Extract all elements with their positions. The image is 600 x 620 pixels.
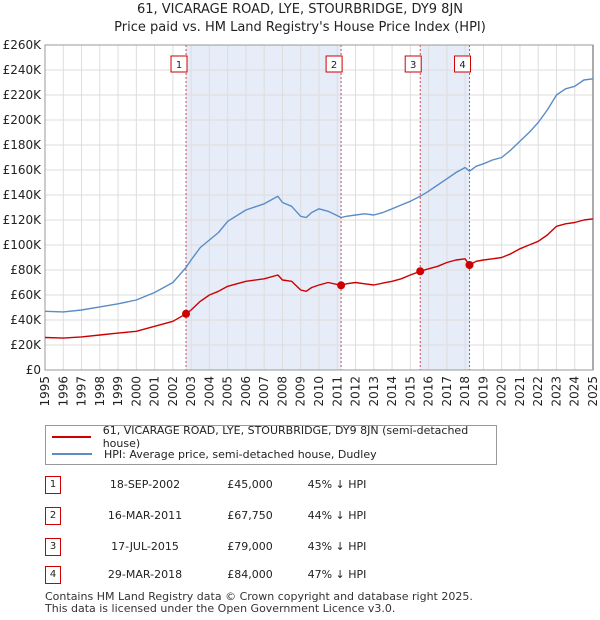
marker-label: 2 <box>331 60 337 71</box>
sale-point <box>182 309 191 318</box>
footer-license: This data is licensed under the Open Gov… <box>45 602 396 615</box>
x-tick-label: 2009 <box>294 376 308 407</box>
transaction-hpi: 44% ↓ HPI <box>307 509 367 522</box>
x-tick-label: 2013 <box>367 376 381 407</box>
transaction-date: 16-MAR-2011 <box>107 509 183 522</box>
x-tick-label: 2007 <box>257 376 271 407</box>
y-tick-label: £180K <box>3 138 43 152</box>
transaction-date: 17-JUL-2015 <box>111 540 179 553</box>
x-tick-label: 2012 <box>349 376 363 407</box>
x-tick-label: 2020 <box>495 376 509 407</box>
transaction-number: 2 <box>45 507 61 525</box>
transaction-date: 29-MAR-2018 <box>107 568 183 581</box>
x-tick-label: 2023 <box>549 376 563 407</box>
marker-label-box <box>454 55 472 73</box>
x-tick-label: 2004 <box>202 376 216 407</box>
legend-swatch-property <box>52 436 91 438</box>
y-tick-label: £60K <box>10 288 42 302</box>
sale-point <box>465 261 474 269</box>
sale-point <box>337 281 346 290</box>
x-tick-label: 2005 <box>221 376 235 407</box>
transaction-price: £45,000 <box>227 478 273 491</box>
y-tick-label: £100K <box>3 238 43 252</box>
footer-copyright: Contains HM Land Registry data © Crown c… <box>45 590 473 603</box>
y-tick-label: £40K <box>10 313 42 327</box>
legend-label-hpi: HPI: Average price, semi-detached house,… <box>104 447 377 461</box>
x-tick-label: 2019 <box>476 376 490 407</box>
transaction-date: 18-SEP-2002 <box>109 478 181 491</box>
legend-swatch-hpi <box>52 453 92 455</box>
legend-item-hpi: HPI: Average price, semi-detached house,… <box>52 446 377 462</box>
x-tick-label: 1995 <box>38 376 52 407</box>
x-tick-label: 2018 <box>458 376 472 407</box>
transaction-number: 3 <box>45 538 61 556</box>
x-tick-label: 2008 <box>275 376 289 407</box>
chart-title: 61, VICARAGE ROAD, LYE, STOURBRIDGE, DY9… <box>136 2 464 17</box>
x-tick-label: 1998 <box>93 376 107 407</box>
y-tick-label: £240K <box>3 63 43 77</box>
y-tick-label: £20K <box>10 338 42 352</box>
marker-label: 1 <box>176 60 182 71</box>
x-tick-label: 2016 <box>422 376 436 407</box>
y-tick-label: £260K <box>3 38 43 52</box>
y-tick-label: £200K <box>3 113 43 127</box>
y-tick-label: £140K <box>3 188 43 202</box>
y-tick-label: £160K <box>3 163 43 177</box>
x-tick-label: 2011 <box>330 376 344 407</box>
series-line <box>44 218 594 339</box>
chart-subtitle: Price paid vs. HM Land Registry's House … <box>114 20 486 35</box>
x-tick-label: 1997 <box>75 376 89 407</box>
legend-label-property: 61, VICARAGE ROAD, LYE, STOURBRIDGE, DY9… <box>102 424 469 450</box>
shaded-range <box>420 45 470 370</box>
x-tick-label: 2006 <box>239 376 253 407</box>
marker-label: 4 <box>459 60 465 71</box>
x-tick-label: 2022 <box>531 376 545 407</box>
chart-legend: 61, VICARAGE ROAD, LYE, STOURBRIDGE, DY9… <box>45 424 497 465</box>
x-tick-label: 2002 <box>166 376 180 407</box>
x-tick-label: 1996 <box>56 376 70 407</box>
transaction-price: £84,000 <box>227 568 273 581</box>
transaction-hpi: 45% ↓ HPI <box>307 478 367 491</box>
y-tick-label: £220K <box>3 88 43 102</box>
plot-frame <box>44 44 594 371</box>
x-tick-label: 1999 <box>111 376 125 407</box>
shaded-range <box>186 45 342 370</box>
transaction-price: £79,000 <box>227 540 273 553</box>
transaction-price: £67,750 <box>227 509 273 522</box>
marker-label-box <box>325 55 343 73</box>
x-tick-label: 2015 <box>403 376 417 407</box>
transaction-number: 4 <box>45 566 61 584</box>
marker-label-box <box>170 55 188 73</box>
transaction-hpi: 47% ↓ HPI <box>307 568 367 581</box>
series-line <box>44 78 594 313</box>
x-tick-label: 2010 <box>312 376 326 407</box>
marker-label-box <box>404 55 422 73</box>
legend-item-property: 61, VICARAGE ROAD, LYE, STOURBRIDGE, DY9… <box>52 424 496 450</box>
transaction-number: 1 <box>45 476 61 494</box>
y-tick-label: £80K <box>10 263 42 277</box>
x-tick-label: 2017 <box>440 376 454 407</box>
x-tick-label: 2021 <box>513 376 527 407</box>
sale-point <box>416 267 425 276</box>
x-tick-label: 2014 <box>385 376 399 407</box>
price-chart: £0 £20K £40K £60K £80K £100K £120K £140K £160K £1… <box>3 38 600 407</box>
transaction-hpi: 43% ↓ HPI <box>307 540 367 553</box>
x-tick-label: 2001 <box>148 376 162 407</box>
x-tick-label: 2000 <box>129 376 143 407</box>
x-tick-label: 2025 <box>586 376 600 407</box>
x-tick-label: 2024 <box>568 376 582 407</box>
x-tick-label: 2003 <box>184 376 198 407</box>
y-tick-label: £120K <box>3 213 43 227</box>
y-tick-label: £0 <box>26 363 41 377</box>
marker-label: 3 <box>410 60 416 71</box>
